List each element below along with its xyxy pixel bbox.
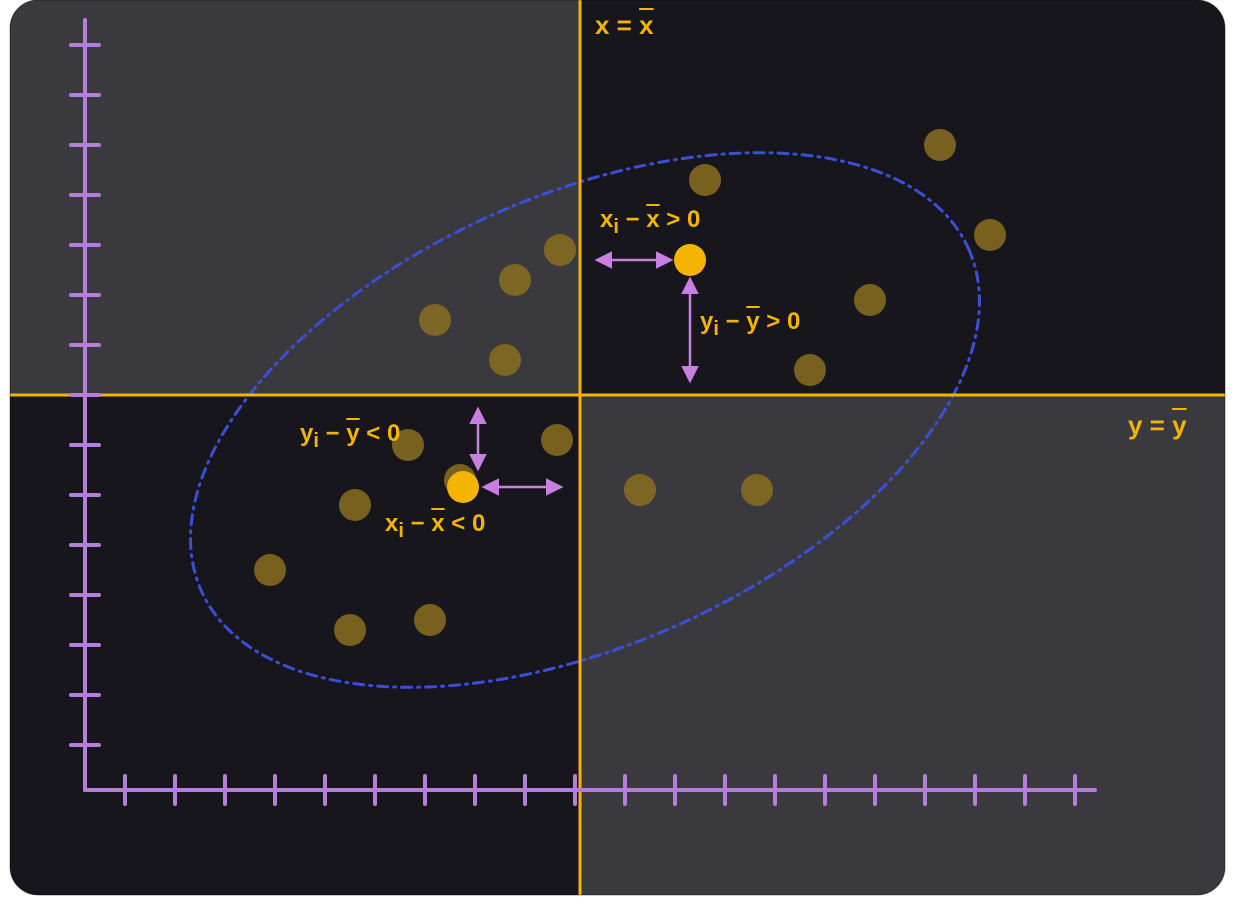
label-xi-minus-xbar-negative: xi − x < 0 [385,510,485,543]
diagram-root: x = x y = y xi − x > 0 yi − y > 0 xi − x… [0,0,1260,910]
label-xi-minus-xbar-positive: xi − x > 0 [600,206,700,239]
label-yi-minus-ybar-negative: yi − y < 0 [300,420,400,453]
label-x-equals-xbar: x = x [595,10,654,41]
label-yi-minus-ybar-positive: yi − y > 0 [700,308,800,341]
label-y-equals-ybar: y = y [1128,410,1187,441]
diagram-svg [0,0,1260,910]
